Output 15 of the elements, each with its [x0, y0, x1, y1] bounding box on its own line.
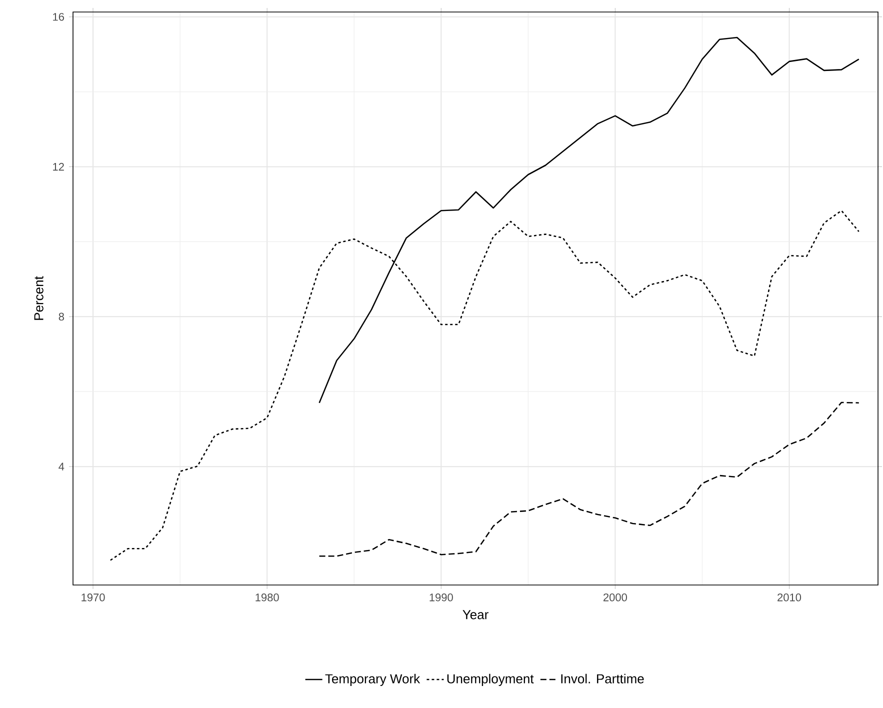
legend-label: Invol. Parttime — [561, 674, 644, 684]
x-axis-title: Year — [462, 610, 488, 620]
x-tick-label: 1980 — [256, 594, 279, 602]
legend-label: Unemployment — [447, 674, 534, 686]
y-tick-label: 4 — [58, 462, 64, 470]
x-tick-label: 2000 — [604, 594, 627, 602]
y-axis-title: Percent — [34, 276, 44, 320]
y-tick-label: 8 — [58, 312, 64, 321]
legend-label: Temporary Work — [325, 674, 420, 686]
x-tick-label: 1990 — [430, 594, 453, 602]
x-tick-label: 2010 — [778, 594, 802, 602]
x-tick-label: 1970 — [82, 594, 105, 602]
y-tick-label: 12 — [53, 162, 64, 171]
line-series — [318, 402, 860, 557]
y-tick-label: 16 — [53, 12, 64, 21]
